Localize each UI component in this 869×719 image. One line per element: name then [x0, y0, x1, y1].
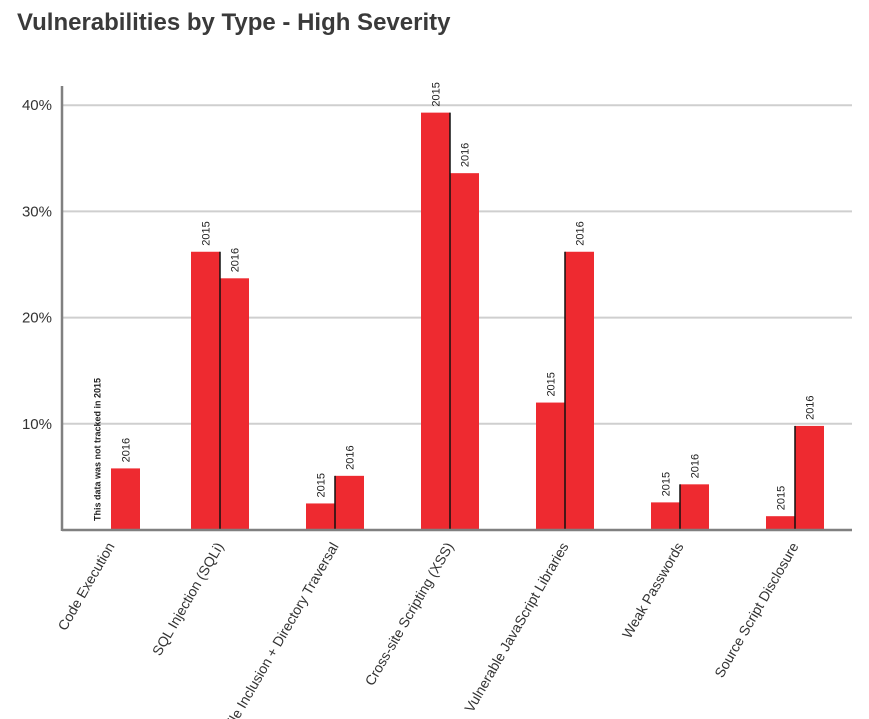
x-category-label: Source Script Disclosure — [711, 539, 802, 680]
x-category-label: File Inclusion + Directory Traversal — [220, 540, 341, 719]
bar-series-label: 2016 — [805, 395, 817, 419]
bar-series-label: 2015 — [776, 486, 788, 510]
bar-series-label: 2015 — [661, 472, 673, 496]
labels: 10% 20% 30% 40% 2016 Code Execution 2015 2016 SQ… — [22, 82, 817, 719]
bar-series-label: 2015 — [316, 473, 328, 497]
y-tick-label: 10% — [22, 416, 52, 433]
bar-2015 — [306, 503, 335, 530]
bar-2016 — [795, 425, 824, 530]
bar-2016 — [565, 251, 594, 531]
bar-series-label: 2016 — [230, 248, 242, 272]
chart-title: Vulnerabilities by Type - High Severity — [17, 9, 451, 36]
x-category-label: Cross-site Scripting (XSS) — [361, 540, 456, 689]
bar-2016 — [111, 468, 140, 530]
bar-2015 — [536, 402, 565, 530]
bar-2016 — [335, 475, 364, 530]
bar-2015 — [766, 516, 795, 530]
x-category-label: Code Execution — [54, 540, 117, 634]
bar-series-label: 2016 — [575, 221, 587, 245]
x-category-label: Vulnerable JavaScript Libraries — [461, 540, 571, 715]
bar-series-label: 2015 — [201, 221, 213, 245]
bar-series-label: 2016 — [345, 445, 357, 469]
bar-series-label: 2015 — [431, 82, 443, 106]
bar-2015 — [191, 251, 220, 531]
x-category-label: Weak Passwords — [619, 540, 687, 641]
bars — [111, 112, 824, 531]
bar-2015 — [421, 112, 450, 530]
bar-2015 — [651, 502, 680, 530]
bar-series-label: 2016 — [460, 143, 472, 167]
annotation-not-tracked: This data was not tracked in 2015 — [93, 378, 103, 521]
x-category-label: SQL Injection (SQLi) — [149, 540, 227, 659]
y-tick-label: 30% — [22, 203, 52, 220]
bar-series-label: 2015 — [546, 372, 558, 396]
bar-series-label: 2016 — [121, 438, 133, 462]
bar-series-label: 2016 — [690, 454, 702, 478]
y-tick-label: 40% — [22, 97, 52, 114]
axes — [60, 86, 852, 532]
y-tick-label: 20% — [22, 310, 52, 327]
bar-2016 — [680, 484, 709, 530]
bar-2016 — [220, 278, 249, 530]
bar-2016 — [450, 173, 479, 530]
